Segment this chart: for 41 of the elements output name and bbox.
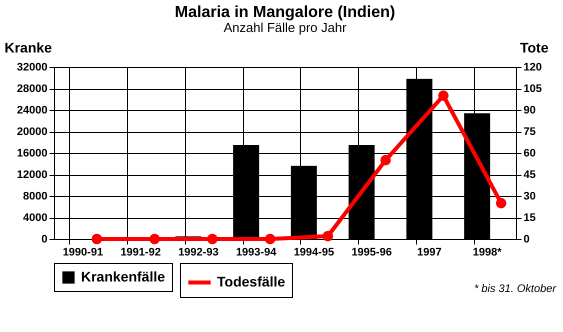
x-tick-label: 1993-94 — [236, 246, 278, 258]
y-tick-label: 0 — [41, 234, 48, 246]
point — [264, 234, 276, 244]
y2-tick-label: 75 — [524, 126, 536, 138]
x-tick-label: 1994-95 — [294, 246, 334, 258]
y2-tick-label: 15 — [524, 212, 536, 224]
x-tick-label: 1998* — [472, 246, 502, 258]
chart-subtitle: Anzahl Fälle pro Jahr — [224, 20, 348, 35]
y2-tick-label: 90 — [524, 104, 536, 116]
y-tick-label: 24000 — [16, 104, 48, 116]
y2-tick-label: 0 — [524, 234, 530, 246]
y2-tick-label: 60 — [524, 148, 536, 160]
x-tick-label: 1997 — [417, 246, 442, 258]
y-tick-label: 12000 — [16, 169, 48, 181]
x-tick-label: 1991-92 — [120, 246, 161, 258]
text: * bis 31. Oktober — [474, 283, 558, 295]
y-tick-label: 20000 — [16, 126, 48, 138]
point — [438, 90, 449, 101]
y-tick-label: 32000 — [16, 62, 48, 74]
y-tick-label: 16000 — [16, 148, 48, 160]
y-axis-title: Kranke — [4, 40, 52, 56]
y-tick-label: 28000 — [16, 83, 48, 95]
y2-tick-label: 105 — [524, 83, 542, 95]
y2-tick-label: 45 — [524, 169, 536, 181]
x-tick-label: 1992-93 — [178, 246, 219, 258]
y-tick-label: 8000 — [23, 190, 48, 202]
y2-tick-label: 30 — [524, 190, 536, 202]
x-tick-label: 1995-96 — [351, 246, 392, 258]
point — [322, 230, 334, 242]
point — [92, 234, 102, 244]
legend-label: Krankenfälle — [81, 268, 166, 284]
y-tick-label: 4000 — [23, 212, 48, 224]
point — [207, 234, 218, 244]
point — [380, 154, 391, 166]
y2-tick-label: 120 — [524, 62, 542, 74]
legend-label: Todesfälle — [217, 274, 286, 290]
chart-title: Malaria in Mangalore (Indien) — [174, 4, 396, 21]
point — [149, 234, 160, 244]
x-tick-label: 1990-91 — [62, 246, 104, 258]
point — [496, 198, 506, 208]
y2-axis-title: Tote — [520, 40, 549, 56]
